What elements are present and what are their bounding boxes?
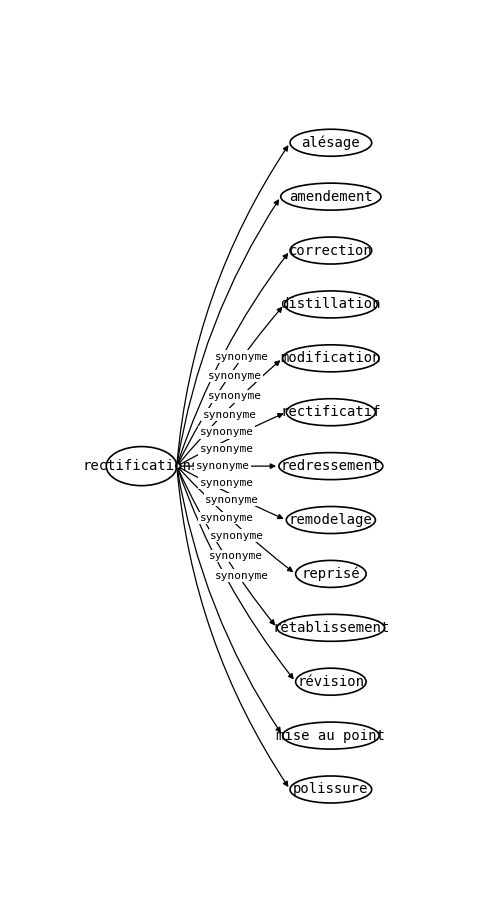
FancyArrowPatch shape — [178, 254, 287, 463]
Text: modification: modification — [281, 352, 381, 366]
Ellipse shape — [290, 776, 372, 803]
Text: rectificatif: rectificatif — [281, 405, 381, 419]
Text: distillation: distillation — [281, 297, 381, 311]
Ellipse shape — [279, 452, 383, 480]
FancyArrowPatch shape — [179, 468, 292, 571]
Text: remodelage: remodelage — [289, 513, 373, 527]
Text: synonyme: synonyme — [216, 352, 269, 362]
Text: synonyme: synonyme — [208, 371, 262, 381]
Ellipse shape — [286, 399, 376, 426]
FancyArrowPatch shape — [177, 469, 288, 786]
Text: synonyme: synonyme — [216, 570, 269, 581]
Text: synonyme: synonyme — [200, 513, 254, 523]
Text: synonyme: synonyme — [208, 391, 262, 402]
Text: rétablissement: rétablissement — [272, 621, 389, 635]
Ellipse shape — [286, 507, 376, 533]
Text: synonyme: synonyme — [200, 444, 253, 454]
Ellipse shape — [283, 345, 379, 372]
FancyArrowPatch shape — [177, 200, 278, 463]
FancyArrowPatch shape — [179, 467, 283, 519]
Ellipse shape — [296, 668, 366, 695]
Text: reprisé: reprisé — [302, 567, 360, 581]
Text: polissure: polissure — [293, 783, 368, 797]
Text: redressement: redressement — [281, 459, 381, 473]
FancyArrowPatch shape — [179, 414, 283, 465]
Text: synonyme: synonyme — [203, 410, 257, 420]
Text: alésage: alésage — [302, 136, 360, 150]
Text: synonyme: synonyme — [209, 551, 262, 561]
FancyArrowPatch shape — [178, 307, 282, 463]
Text: correction: correction — [289, 244, 373, 258]
Ellipse shape — [283, 722, 379, 749]
Text: révision: révision — [297, 675, 365, 689]
Text: synonyme: synonyme — [200, 478, 253, 488]
FancyArrowPatch shape — [180, 464, 275, 468]
Ellipse shape — [281, 183, 381, 210]
Text: amendement: amendement — [289, 189, 373, 204]
FancyArrowPatch shape — [177, 469, 280, 732]
Text: synonyme: synonyme — [205, 495, 259, 505]
Ellipse shape — [106, 447, 177, 485]
Text: mise au point: mise au point — [276, 728, 385, 743]
Ellipse shape — [285, 291, 377, 318]
FancyArrowPatch shape — [178, 469, 274, 625]
FancyArrowPatch shape — [179, 361, 279, 464]
Text: synonyme: synonyme — [210, 531, 264, 541]
Text: synonyme: synonyme — [200, 427, 253, 438]
FancyArrowPatch shape — [177, 146, 288, 463]
Ellipse shape — [290, 129, 372, 156]
Ellipse shape — [277, 615, 385, 641]
Text: synonyme: synonyme — [196, 462, 250, 471]
Ellipse shape — [290, 237, 372, 264]
Ellipse shape — [296, 560, 366, 587]
FancyArrowPatch shape — [178, 469, 293, 678]
Text: rectifications: rectifications — [83, 459, 200, 473]
